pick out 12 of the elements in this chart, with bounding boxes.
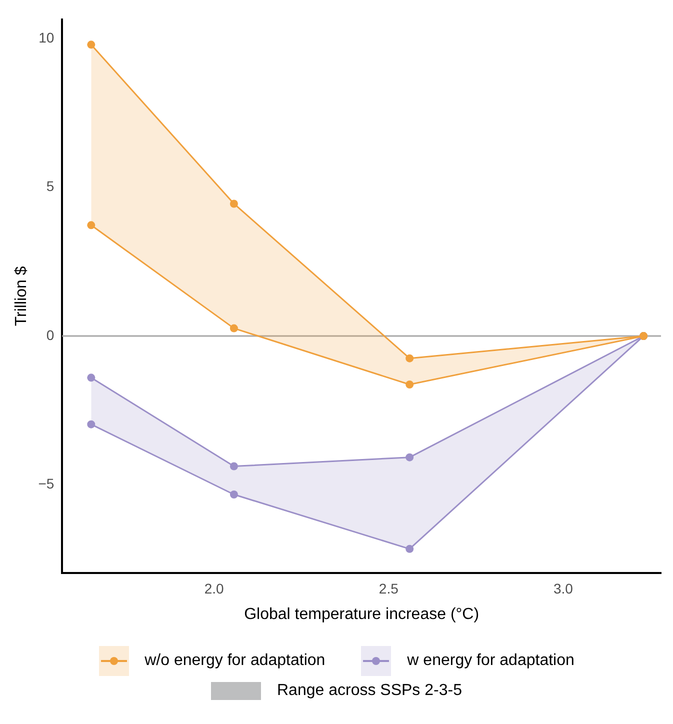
y-tick-label: −5 (38, 476, 54, 492)
y-tick-label: 5 (46, 178, 54, 194)
y-tick-label: 10 (38, 30, 54, 46)
y-axis-title: Trillion $ (13, 266, 30, 326)
legend-label: w/o energy for adaptation (144, 652, 326, 670)
x-tick-label: 3.0 (553, 580, 574, 596)
x-tick-label: 2.0 (204, 580, 224, 596)
legend-label: Range across SSPs 2-3-5 (277, 682, 462, 700)
x-axis-title: Global temperature increase (°C) (244, 606, 480, 623)
x-tick-label: 2.5 (378, 580, 399, 596)
legend-label: w energy for adaptation (407, 652, 574, 670)
y-tick-label: 0 (46, 326, 54, 343)
